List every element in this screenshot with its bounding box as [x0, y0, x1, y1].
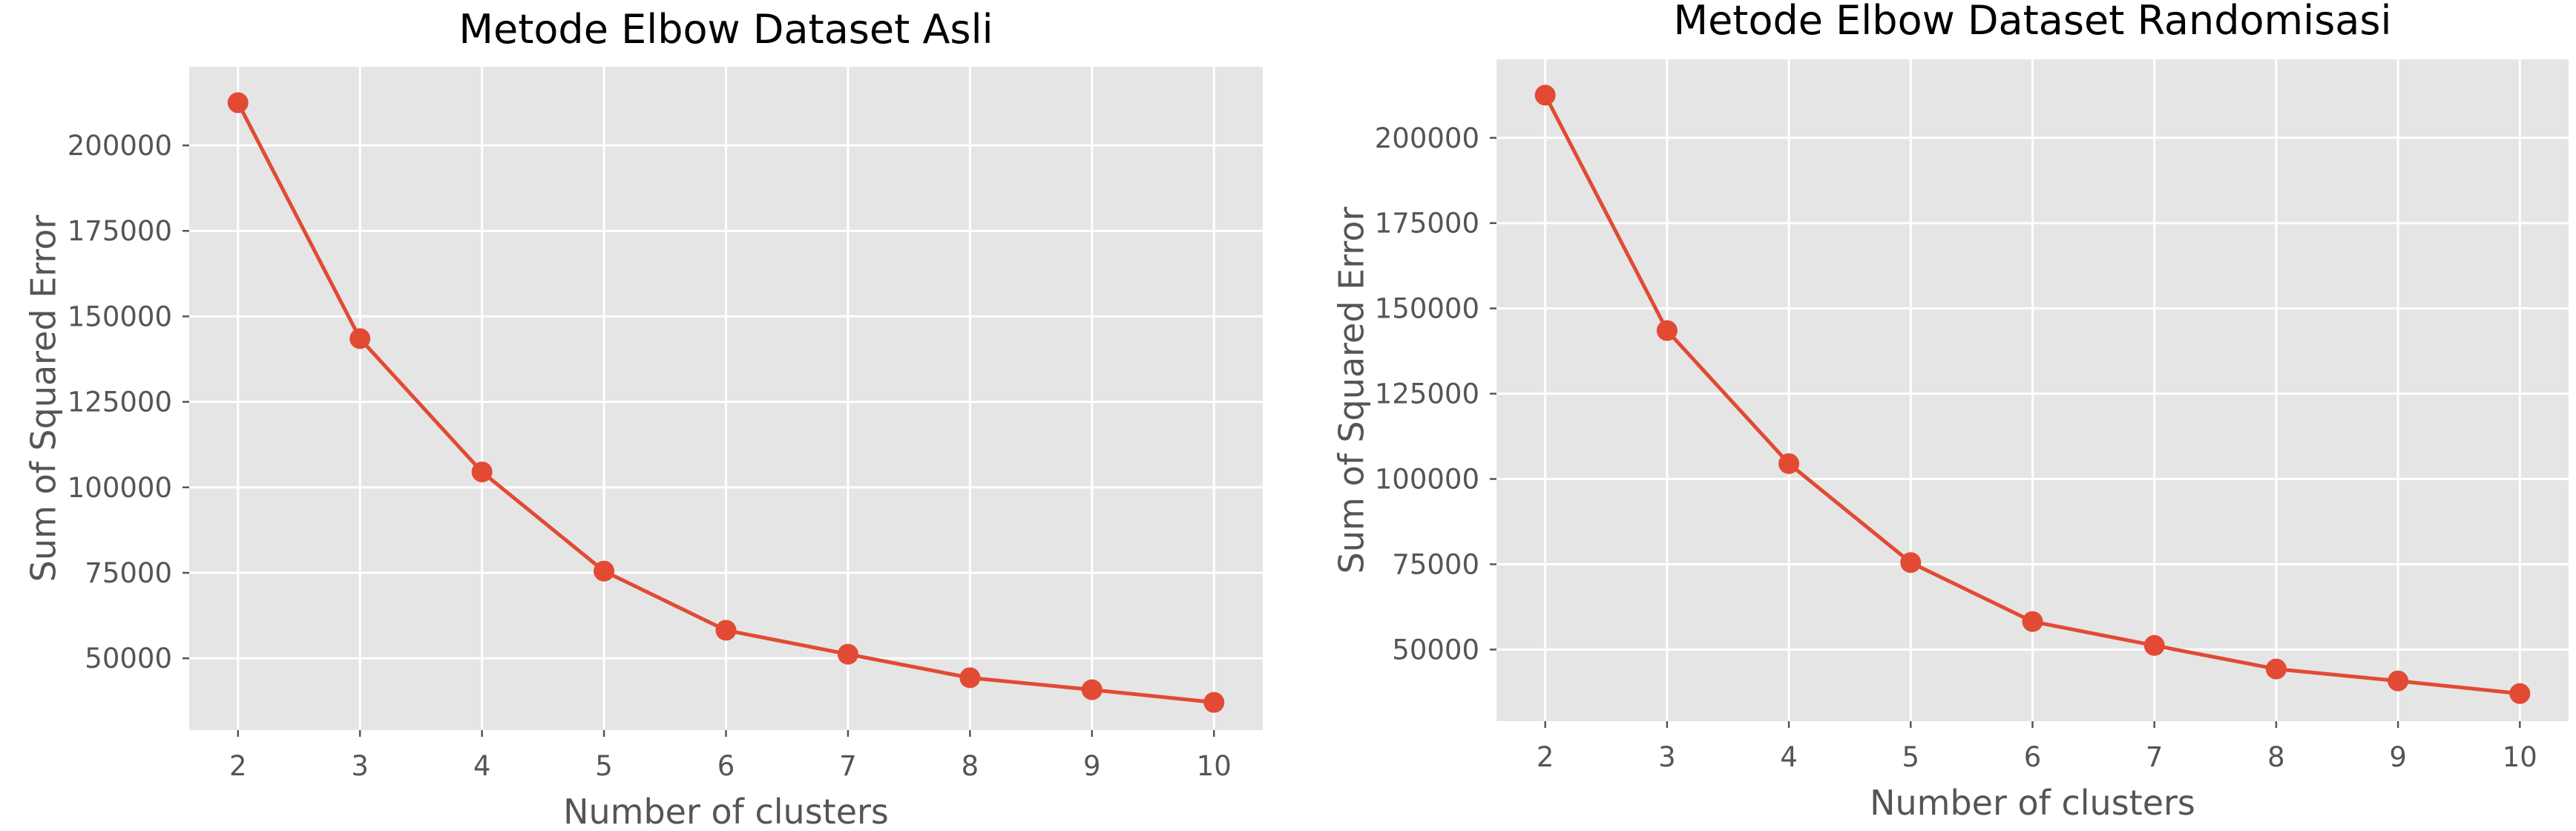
- x-tick-label: 7: [839, 750, 857, 782]
- x-tick-label: 2: [1537, 741, 1554, 773]
- data-point: [959, 667, 981, 689]
- data-point: [1081, 679, 1103, 700]
- data-point: [349, 328, 371, 349]
- data-point: [1534, 85, 1556, 106]
- y-tick-label: 150000: [68, 300, 172, 332]
- y-tick-label: 125000: [68, 387, 172, 418]
- x-tick-label: 4: [473, 750, 491, 782]
- y-tick-label: 75000: [85, 557, 172, 589]
- x-tick-label: 9: [2389, 741, 2407, 773]
- x-tick-label: 4: [1780, 741, 1798, 773]
- chart-panel-1: 2 3 4 5 6 7 8 9 10 50000 75000 100000 125000 150000 17…: [23, 6, 1263, 831]
- chart-title: Metode Elbow Dataset Randomisasi: [1673, 0, 2391, 44]
- y-tick-label: 200000: [68, 130, 172, 162]
- chart-title: Metode Elbow Dataset Asli: [459, 6, 993, 53]
- data-point: [2143, 634, 2165, 656]
- chart-panel-2: 2 3 4 5 6 7 8 9 10 50000 75000 100000 125000 150000 17…: [1331, 0, 2569, 823]
- data-point: [2509, 683, 2531, 704]
- data-point: [1656, 320, 1678, 341]
- x-tick-label: 5: [1902, 741, 1920, 773]
- y-axis-label: Sum of Squared Error: [23, 215, 63, 582]
- data-point: [2388, 670, 2409, 692]
- y-tick-label: 50000: [85, 643, 172, 674]
- x-tick-label: 7: [2146, 741, 2163, 773]
- y-tick-label: 100000: [1375, 464, 1479, 496]
- x-tick-label: 6: [2024, 741, 2042, 773]
- x-tick-label: 2: [229, 750, 247, 782]
- x-tick-label: 8: [2267, 741, 2285, 773]
- x-axis-label: Number of clusters: [563, 792, 889, 831]
- x-tick-label: 5: [595, 750, 613, 782]
- x-tick-label: 6: [717, 750, 735, 782]
- data-point: [1778, 453, 1800, 474]
- x-tick-label: 3: [351, 750, 369, 782]
- data-point: [2265, 658, 2287, 680]
- data-point: [715, 620, 737, 641]
- y-tick-label: 100000: [68, 472, 172, 504]
- x-tick-label: 3: [1658, 741, 1676, 773]
- data-point: [2022, 611, 2043, 632]
- data-point: [594, 560, 615, 582]
- data-point: [837, 643, 858, 665]
- y-tick-label: 50000: [1392, 634, 1479, 666]
- y-tick-label: 125000: [1375, 378, 1479, 410]
- data-point: [227, 92, 249, 114]
- x-tick-label: 9: [1083, 750, 1101, 782]
- data-point: [1203, 692, 1225, 713]
- y-tick-label: 200000: [1375, 122, 1479, 154]
- y-tick-label: 175000: [1375, 208, 1479, 240]
- y-axis-label: Sum of Squared Error: [1331, 207, 1371, 574]
- x-tick-label: 8: [962, 750, 979, 782]
- x-tick-label: 10: [1197, 750, 1232, 782]
- data-point: [471, 462, 493, 483]
- x-tick-label: 10: [2503, 741, 2537, 773]
- y-tick-label: 75000: [1392, 548, 1479, 580]
- y-tick-label: 175000: [68, 215, 172, 247]
- x-axis-label: Number of clusters: [1870, 783, 2195, 823]
- data-point: [1900, 552, 1922, 574]
- y-tick-label: 150000: [1375, 293, 1479, 325]
